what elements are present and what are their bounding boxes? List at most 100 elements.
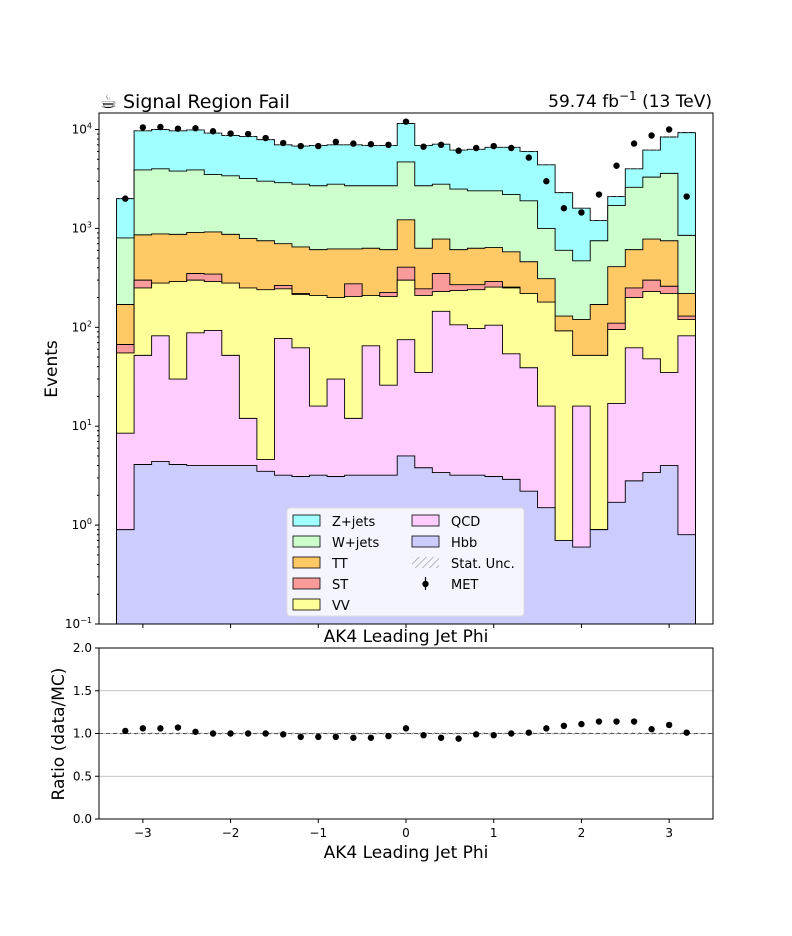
ratio-unc-bin [572, 732, 591, 735]
data-point [508, 144, 515, 152]
ratio-point [174, 724, 182, 731]
plot-title: Signal Region Fail [123, 91, 290, 113]
ratio-unc-bin [327, 732, 345, 735]
ratio-point [297, 733, 304, 741]
stat-unc-bin [607, 195, 626, 198]
coffee-cup-icon: ☕ [100, 91, 117, 113]
y-tick-label: 104 [72, 122, 92, 137]
legend-swatch-stat-unc- [412, 557, 439, 568]
ratio-unc-bin [362, 732, 380, 735]
stat-unc-bin [134, 130, 152, 132]
ratio-point [490, 732, 497, 739]
data-point [367, 141, 375, 148]
ratio-x-tick-label: −2 [222, 826, 240, 840]
y-tick-base: 10 [72, 123, 87, 137]
ratio-point [262, 730, 269, 737]
ratio-y-tick-label: 2.0 [73, 641, 92, 655]
stat-unc-bin [677, 131, 696, 134]
data-point [122, 195, 129, 202]
ratio-x-axis-ticks: −3 −2 −1 0 1 2 3 [134, 819, 673, 840]
ratio-y-tick-label: 1.0 [73, 727, 92, 741]
data-point [420, 143, 427, 150]
y-tick-base: 10 [72, 320, 87, 334]
stat-unc-bin [572, 207, 591, 209]
y-tick-exponent: 4 [87, 122, 92, 131]
y-tick-exponent: 2 [87, 319, 92, 328]
y-tick-label: 10−1 [65, 616, 92, 631]
data-point [227, 130, 234, 137]
data-point [455, 147, 462, 154]
ratio-unc-bin [590, 732, 608, 735]
ratio-unc-bin [555, 732, 573, 735]
data-point [665, 126, 673, 133]
ratio-point [578, 720, 585, 728]
ratio-x-axis-label: AK4 Leading Jet Phi [324, 843, 489, 863]
ratio-x-tick-label: −1 [309, 826, 327, 840]
lumi-value: 59.74 fb [548, 92, 619, 112]
main-x-axis-label: AK4 Leading Jet Phi [324, 627, 489, 647]
ratio-point [385, 732, 392, 740]
ratio-unc-bin [134, 732, 152, 735]
data-point [244, 130, 252, 138]
luminosity-label: 59.74 fb−1 (13 TeV) [548, 89, 712, 112]
legend-label-vv: VV [332, 599, 350, 614]
legend-swatch-w-jets [292, 535, 321, 548]
stat-unc-bin [660, 136, 678, 138]
data-point [192, 125, 199, 132]
legend-label-st: ST [332, 578, 348, 593]
data-point [157, 123, 164, 131]
data-point [595, 191, 603, 198]
legend-swatch-z-jets [292, 514, 321, 527]
stat-unc-bin [625, 168, 643, 170]
data-point [262, 134, 269, 142]
plot-header: ☕ Signal Region Fail 59.74 fb−1 (13 TeV) [100, 89, 712, 113]
legend-swatch-tt [292, 556, 321, 569]
ratio-x-tick-label: −3 [134, 826, 152, 840]
ratio-unc-bin [625, 732, 643, 735]
data-point [139, 124, 147, 131]
data-point [683, 193, 690, 200]
ratio-point [280, 731, 287, 738]
ratio-point [613, 718, 620, 725]
energy-label: (13 TeV) [637, 92, 712, 112]
legend-swatch-vv [292, 598, 321, 611]
ratio-point [455, 735, 462, 742]
y-tick-base: 10 [72, 221, 87, 235]
y-tick-label: 101 [72, 418, 92, 433]
ratio-point [350, 734, 357, 741]
data-point [630, 140, 638, 147]
stat-unc-bin [642, 149, 661, 151]
ratio-point [525, 729, 532, 736]
ratio-point [139, 725, 147, 732]
data-point [613, 162, 620, 169]
legend-box [286, 507, 525, 617]
legend-swatch-st [292, 577, 321, 590]
y-tick-label: 103 [72, 220, 92, 235]
ratio-y-tick-label: 0.0 [73, 812, 92, 826]
ratio-point [367, 734, 375, 741]
data-point [578, 209, 585, 216]
stat-unc-bin [555, 191, 573, 194]
y-tick-base: 10 [72, 419, 87, 433]
y-tick-exponent: −1 [80, 616, 92, 625]
legend-items: Z+jets W+jets TT ST VV QCD Hbb Stat. Unc. MET [292, 514, 515, 614]
legend-label-hbb: Hbb [451, 536, 477, 551]
ratio-point [227, 730, 234, 737]
ratio-unc-bin [449, 732, 468, 735]
ratio-stat-unc-band [116, 732, 696, 735]
ratio-point [315, 733, 322, 741]
ratio-point [402, 725, 410, 732]
y-tick-exponent: 1 [87, 418, 92, 427]
ratio-y-tick-label: 0.5 [73, 769, 92, 783]
ratio-point [508, 730, 515, 737]
data-point [490, 142, 497, 150]
data-point [472, 144, 480, 152]
lumi-exponent: −1 [619, 89, 637, 103]
ratio-y-axis-ticks: 0.0 0.5 1.0 1.5 2.0 [73, 641, 99, 826]
data-point [209, 128, 217, 135]
ratio-data-points [122, 718, 690, 742]
ratio-unc-bin [169, 732, 187, 735]
